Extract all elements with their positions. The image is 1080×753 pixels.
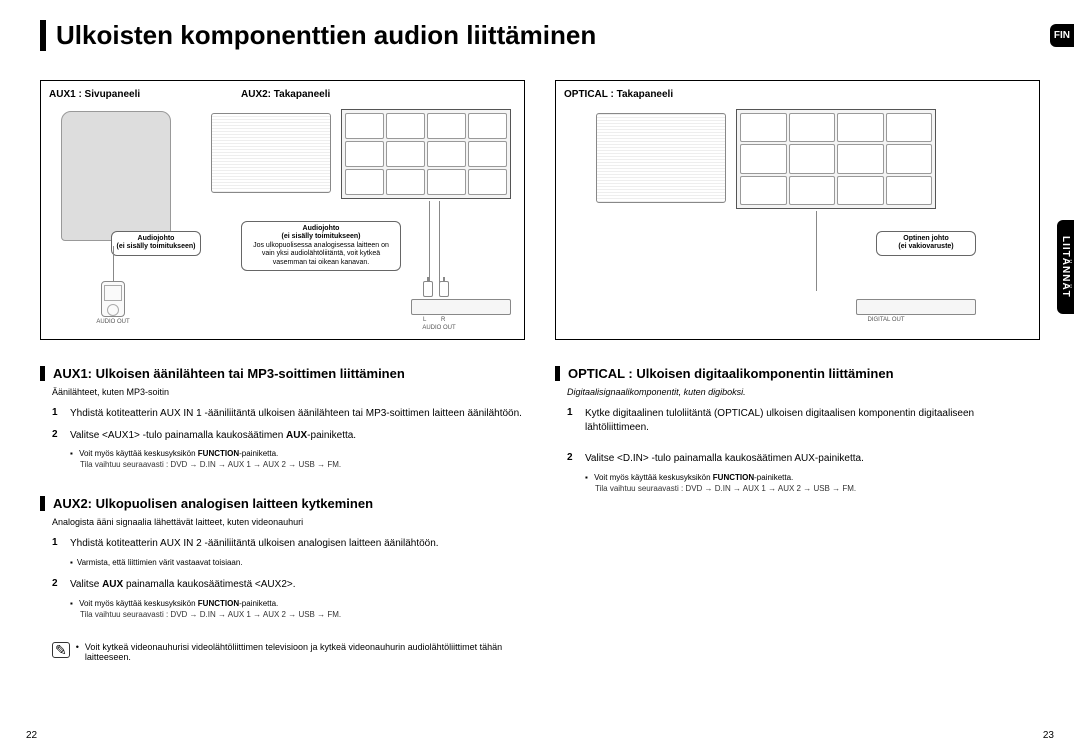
digital-out-label: DIGITAL OUT: [856, 317, 916, 323]
note-icon: ✎: [52, 642, 70, 658]
step-text: Valitse <D.IN> -tulo painamalla kaukosää…: [585, 452, 1040, 466]
optical-panel-label: OPTICAL : Takapaneeli: [564, 89, 673, 100]
aux1-heading: AUX1: Ulkoisen äänilähteen tai MP3-soitt…: [40, 366, 525, 381]
sub-bold: FUNCTION: [198, 449, 239, 458]
rca-connectors: [423, 281, 449, 297]
cable-1: [113, 246, 114, 282]
aux2-step1: 1 Yhdistä kotiteatterin AUX IN 2 -äänili…: [52, 537, 525, 551]
aux2-step1-sub: Varmista, että liittimien värit vastaava…: [70, 557, 525, 568]
step-number: 1: [52, 407, 64, 418]
sub-post: -painiketta.: [239, 599, 278, 608]
cable-2: [429, 201, 430, 291]
audio-out-label-2: AUDIO OUT: [419, 325, 459, 331]
note-text: Voit kytkeä videonauhurisi videolähtölii…: [85, 642, 525, 662]
step-text: Valitse AUX painamalla kaukosäätimestä <…: [70, 578, 525, 592]
soundbar-device: [61, 111, 171, 241]
step-number: 2: [52, 429, 64, 440]
aux2-callout-title: Audiojohto: [246, 225, 396, 233]
content-columns: AUX1 : Sivupaneeli AUX2: Takapaneeli Aud…: [40, 80, 1040, 662]
optical-callout: Optinen johto (ei vakiovaruste): [876, 231, 976, 256]
optical-callout-sub: (ei vakiovaruste): [881, 243, 971, 251]
sub-pre: Voit myös käyttää keskusyksikön: [594, 473, 713, 482]
optical-step1: 1 Kytke digitaalinen tuloliitäntä (OPTIC…: [567, 407, 1040, 434]
aux1-callout: Audiojohto (ei sisälly toimitukseen): [111, 231, 201, 256]
aux1-callout-sub: (ei sisälly toimitukseen): [116, 243, 196, 251]
step-text-bold: AUX: [286, 430, 307, 441]
sub-post: -painiketta.: [754, 473, 793, 482]
aux2-heading: AUX2: Ulkopuolisen analogisen laitteen k…: [40, 496, 525, 511]
sub-bullet: Voit myös käyttää keskusyksikön FUNCTION…: [70, 448, 525, 459]
aux2-panel-label: AUX2: Takapaneeli: [241, 89, 330, 100]
aux2-callout-sub: (ei sisälly toimitukseen): [246, 233, 396, 241]
sub-pre: Voit myös käyttää keskusyksikön: [79, 449, 198, 458]
step-number: 2: [567, 452, 579, 463]
step-text-post: painamalla kaukosäätimestä <AUX2>.: [123, 579, 295, 590]
sub-bold: FUNCTION: [198, 599, 239, 608]
note-bullet: •: [76, 642, 79, 652]
step-text-post: -painiketta.: [307, 430, 356, 441]
sub-bold: FUNCTION: [713, 473, 754, 482]
aux1-panel-label: AUX1 : Sivupaneeli: [49, 89, 140, 100]
lr-l: L: [423, 317, 426, 323]
mode-flow: Tila vaihtuu seuraavasti : DVD → D.IN → …: [80, 609, 525, 620]
left-column: AUX1 : Sivupaneeli AUX2: Takapaneeli Aud…: [40, 80, 525, 662]
aux1-step2: 2 Valitse <AUX1> -tulo painamalla kaukos…: [52, 429, 525, 443]
monitor-device: [211, 113, 331, 193]
mode-flow: Tila vaihtuu seuraavasti : DVD → D.IN → …: [595, 483, 1040, 494]
sub-post: -painiketta.: [239, 449, 278, 458]
step-number: 1: [52, 537, 64, 548]
back-panel: [341, 109, 511, 199]
step-text: Valitse <AUX1> -tulo painamalla kaukosää…: [70, 429, 525, 443]
audio-out-label-1: AUDIO OUT: [93, 319, 133, 325]
aux2-intro: Analogista ääni signaalia lähettävät lai…: [52, 517, 525, 527]
step-text: Kytke digitaalinen tuloliitäntä (OPTICAL…: [585, 407, 1040, 434]
sub-bullet: Varmista, että liittimien värit vastaava…: [70, 557, 525, 568]
optical-heading: OPTICAL : Ulkoisen digitaalikomponentin …: [555, 366, 1040, 381]
aux2-callout-body: Jos ulkopuolisessa analogisessa laitteen…: [246, 242, 396, 267]
optical-callout-title: Optinen johto: [881, 235, 971, 243]
lr-r: R: [441, 317, 445, 323]
step-text: Yhdistä kotiteatterin AUX IN 2 -ääniliit…: [70, 537, 525, 551]
page-number-right: 23: [1043, 730, 1054, 741]
sub-bullet: Voit myös käyttää keskusyksikön FUNCTION…: [70, 598, 525, 609]
step-text-bold: AUX: [102, 579, 123, 590]
mode-flow: Tila vaihtuu seuraavasti : DVD → D.IN → …: [80, 459, 525, 470]
back-panel-r: [736, 109, 936, 209]
optical-step2: 2 Valitse <D.IN> -tulo painamalla kaukos…: [567, 452, 1040, 466]
sub-pre: Voit myös käyttää keskusyksikön: [79, 599, 198, 608]
step-text-pre: Valitse: [70, 579, 102, 590]
footnote: ✎ • Voit kytkeä videonauhurisi videoläht…: [52, 642, 525, 662]
step-number: 1: [567, 407, 579, 418]
optical-intro: Digitaalisignaalikomponentit, kuten digi…: [567, 387, 1040, 397]
aux2-sublist: Voit myös käyttää keskusyksikön FUNCTION…: [70, 598, 525, 620]
sub-bullet: Voit myös käyttää keskusyksikön FUNCTION…: [585, 472, 1040, 483]
aux2-callout: Audiojohto (ei sisälly toimitukseen) Jos…: [241, 221, 401, 271]
aux1-step1: 1 Yhdistä kotiteatterin AUX IN 1 -äänili…: [52, 407, 525, 421]
aux-figure: AUX1 : Sivupaneeli AUX2: Takapaneeli Aud…: [40, 80, 525, 340]
page-title: Ulkoisten komponenttien audion liittämin…: [40, 20, 596, 51]
monitor-device-r: [596, 113, 726, 203]
section-tab: LIITÄNNÄT: [1057, 220, 1074, 314]
aux1-sublist: Voit myös käyttää keskusyksikön FUNCTION…: [70, 448, 525, 470]
mp3-device: [101, 281, 125, 317]
aux2-step2: 2 Valitse AUX painamalla kaukosäätimestä…: [52, 578, 525, 592]
optical-sublist: Voit myös käyttää keskusyksikön FUNCTION…: [585, 472, 1040, 494]
optical-cable: [816, 211, 817, 291]
aux1-intro: Äänilähteet, kuten MP3-soitin: [52, 387, 525, 397]
step-text-pre: Valitse <AUX1> -tulo painamalla kaukosää…: [70, 430, 286, 441]
vcr-device: [411, 299, 511, 315]
language-badge: FIN: [1050, 24, 1074, 47]
optical-figure: OPTICAL : Takapaneeli Optinen johto (ei …: [555, 80, 1040, 340]
digital-device: [856, 299, 976, 315]
step-number: 2: [52, 578, 64, 589]
right-column: OPTICAL : Takapaneeli Optinen johto (ei …: [555, 80, 1040, 662]
page-number-left: 22: [26, 730, 37, 741]
step-text: Yhdistä kotiteatterin AUX IN 1 -ääniliit…: [70, 407, 525, 421]
cable-3: [439, 201, 440, 291]
aux1-callout-title: Audiojohto: [116, 235, 196, 243]
